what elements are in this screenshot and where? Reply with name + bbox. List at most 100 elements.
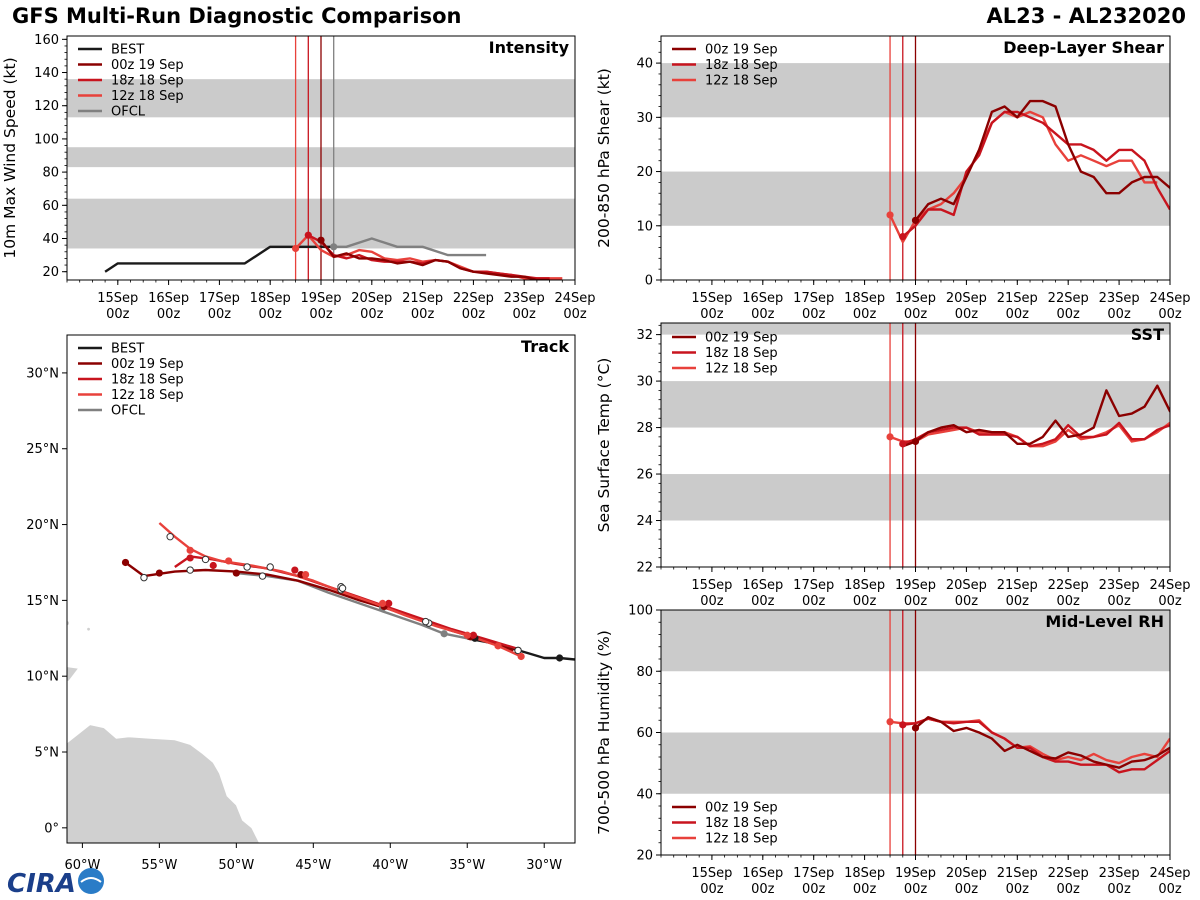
data-point-open-00z-19-sep	[186, 566, 194, 574]
barbados-landmass	[87, 627, 90, 631]
data-point-12z-18-sep	[463, 631, 471, 639]
y-tick-label: 30	[636, 111, 653, 126]
data-point-12z-18-sep	[292, 244, 300, 253]
x-tick-label: 45°W	[295, 858, 331, 873]
data-point-00z-19-sep	[911, 437, 920, 446]
intensity-panel: 2040608010012014016015Sep00z16Sep00z17Se…	[1, 33, 596, 322]
legend-label: 18z 18 Sep	[111, 373, 184, 388]
y-tick-label: 26	[636, 468, 653, 483]
legend-label: OFCL	[111, 404, 146, 419]
x-tick-label: 16Sep	[742, 866, 783, 881]
rh-plot-area	[661, 610, 1170, 855]
y-tick-label: 30°N	[26, 366, 59, 381]
panel-title: Mid-Level RH	[1045, 612, 1164, 631]
y-tick-label: 10	[636, 219, 653, 234]
x-tick-label: 00z	[513, 307, 537, 322]
y-tick-label: 40	[42, 232, 59, 247]
panel-title: Deep-Layer Shear	[1003, 38, 1164, 57]
x-tick-label: 00z	[853, 307, 877, 322]
cira-logo: CIRA	[7, 868, 104, 898]
x-tick-label: 00z	[904, 594, 928, 609]
x-tick-label: 00z	[802, 882, 826, 897]
x-tick-label: 00z	[1107, 307, 1131, 322]
data-point-open-12z-18-sep	[243, 563, 251, 571]
track-frame	[66, 334, 576, 844]
y-tick-label: 20	[636, 165, 653, 180]
data-point-12z-18-sep	[378, 599, 387, 608]
legend-label: 00z 19 Sep	[705, 801, 778, 816]
x-tick-label: 00z	[106, 307, 130, 322]
x-tick-label: 00z	[1006, 307, 1030, 322]
x-tick-label: 00z	[700, 882, 724, 897]
x-tick-label: 00z	[802, 307, 826, 322]
y-tick-label: 30	[636, 375, 653, 390]
track-plot-area	[67, 522, 575, 843]
y-tick-label: 25°N	[26, 442, 59, 457]
cira-logo-text: CIRA	[7, 869, 76, 898]
south-america-landmass	[67, 724, 260, 843]
x-tick-label: 23Sep	[1099, 291, 1140, 306]
intensity-plot-area	[67, 36, 575, 280]
legend-label: 12z 18 Sep	[705, 832, 778, 847]
x-tick-label: 22Sep	[1048, 866, 1089, 881]
legend-label: 18z 18 Sep	[111, 74, 184, 89]
x-tick-label: 30°W	[526, 858, 562, 873]
cira-logo-globe-icon	[78, 868, 104, 894]
data-point-open-00z-19-sep	[258, 572, 267, 580]
sst-plot-area	[661, 323, 1170, 567]
x-tick-label: 15Sep	[691, 866, 732, 881]
x-tick-label: 00z	[1158, 594, 1182, 609]
y-tick-label: 28	[636, 421, 653, 436]
data-point-18z-18-sep	[209, 561, 217, 570]
series-line-00z-19-sep	[914, 716, 1170, 769]
x-tick-label: 00z	[1158, 307, 1182, 322]
x-tick-label: 00z	[1006, 594, 1030, 609]
data-point-00z-19-sep	[317, 236, 325, 244]
legend-label: 12z 18 Sep	[705, 362, 778, 377]
x-tick-label: 00z	[700, 307, 724, 322]
x-tick-label: 23Sep	[1099, 578, 1140, 593]
x-tick-label: 40°W	[372, 858, 408, 873]
legend-label: 18z 18 Sep	[705, 816, 778, 831]
series-line-12z-18-sep	[158, 522, 522, 658]
data-point-18z-18-sep	[291, 566, 299, 574]
data-point-00z-19-sep	[155, 569, 163, 577]
y-tick-label: 80	[636, 665, 653, 680]
data-point-open-18z-18-sep	[421, 617, 430, 626]
y-tick-label: 10°N	[26, 670, 59, 685]
x-tick-label: 17Sep	[793, 578, 834, 593]
data-point-12z-18-sep	[186, 546, 194, 554]
y-tick-label: 24	[636, 514, 653, 529]
x-tick-label: 15Sep	[97, 291, 138, 306]
x-tick-label: 00z	[955, 594, 979, 609]
legend-label: 00z 19 Sep	[111, 357, 184, 372]
track-panel: 0°5°N10°N15°N20°N25°N30°N60°W 55°W 50°W 45°…	[26, 334, 576, 873]
x-tick-label: 19Sep	[895, 291, 936, 306]
panel-title: Track	[521, 337, 569, 356]
x-tick-label: 00z	[360, 307, 384, 322]
series-line-00z-19-sep	[902, 384, 1170, 448]
x-tick-label: 00z	[1057, 882, 1081, 897]
y-axis-label: 200-850 hPa Shear (kt)	[595, 68, 613, 248]
data-point-open-18z-18-sep	[266, 563, 274, 571]
y-tick-label: 140	[34, 66, 59, 81]
y-tick-label: 20	[636, 849, 653, 864]
x-tick-label: 00z	[700, 594, 724, 609]
x-tick-label: 21Sep	[402, 291, 443, 306]
legend-label: 00z 19 Sep	[705, 331, 778, 346]
legend-label: BEST	[111, 43, 144, 58]
panel-title: SST	[1131, 325, 1164, 344]
data-point-open-12z-18-sep	[338, 584, 347, 592]
x-tick-label: 00z	[1006, 882, 1030, 897]
data-point-12z-18-sep	[886, 718, 894, 726]
rh-panel: 2040608010015Sep00z16Sep00z17Sep00z18Sep…	[595, 604, 1191, 898]
data-point-00z-19-sep	[911, 216, 920, 224]
y-tick-label: 15°N	[26, 594, 59, 609]
y-tick-label: 32	[636, 328, 653, 343]
x-tick-label: 16Sep	[742, 291, 783, 306]
x-tick-label: 00z	[802, 594, 826, 609]
x-tick-label: 00z	[904, 882, 928, 897]
y-tick-label: 80	[42, 166, 59, 181]
series-line-18z-18-sep	[902, 421, 1170, 448]
x-tick-label: 18Sep	[844, 291, 885, 306]
